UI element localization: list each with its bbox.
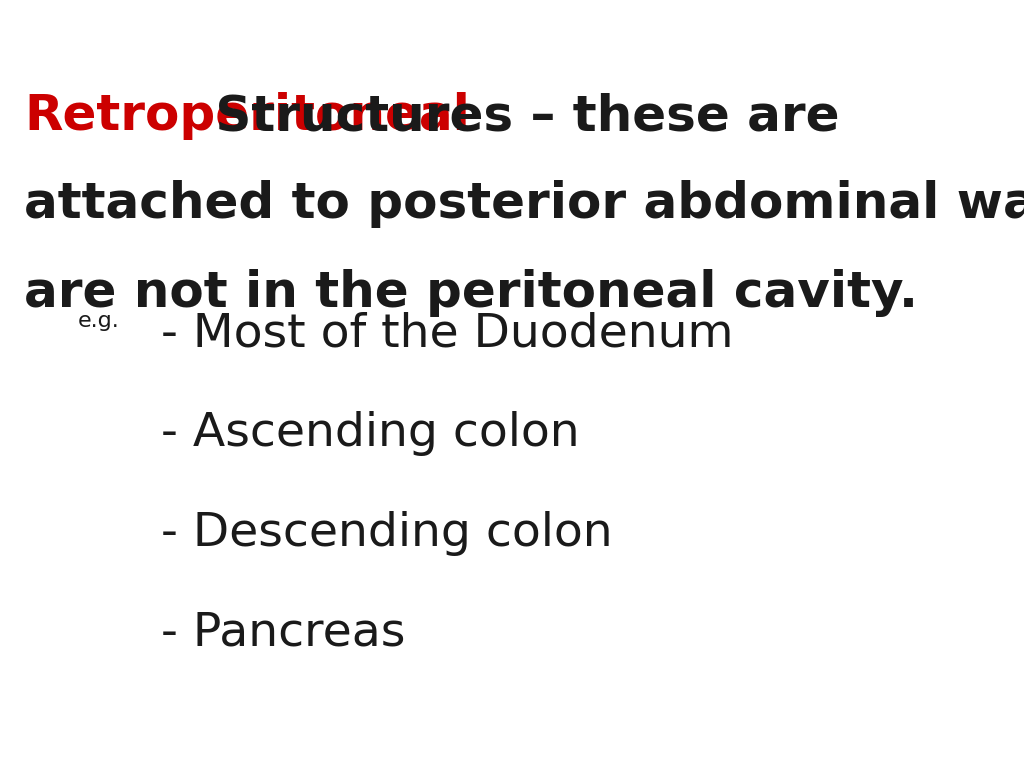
Text: are not in the peritoneal cavity.: are not in the peritoneal cavity. — [24, 269, 918, 316]
Text: Structures – these are: Structures – these are — [199, 92, 840, 140]
Text: Retroperitoneal: Retroperitoneal — [24, 92, 470, 140]
Text: e.g.: e.g. — [78, 311, 120, 331]
Text: - Ascending colon: - Ascending colon — [161, 411, 580, 456]
Text: - Descending colon: - Descending colon — [161, 511, 612, 556]
Text: - Most of the Duodenum: - Most of the Duodenum — [161, 311, 733, 356]
Text: - Pancreas: - Pancreas — [161, 611, 406, 656]
Text: attached to posterior abdominal wall, and: attached to posterior abdominal wall, an… — [24, 180, 1024, 229]
